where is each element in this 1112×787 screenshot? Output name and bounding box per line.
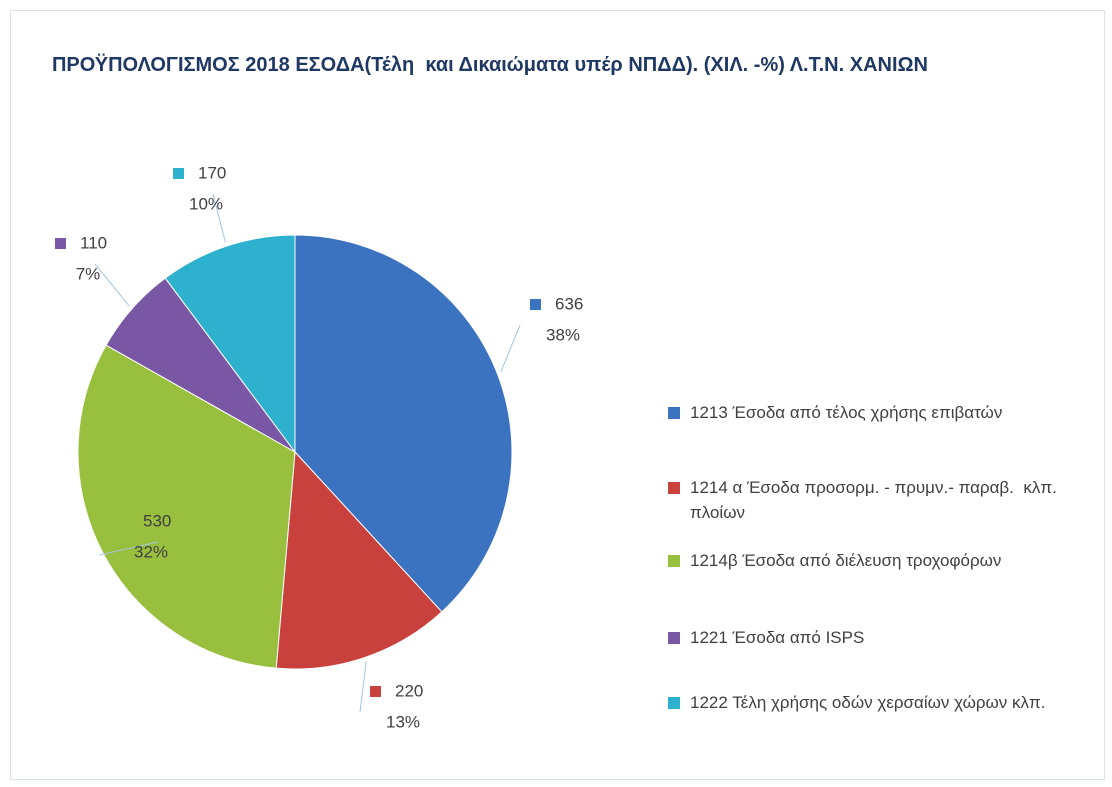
legend-label: 1214 α Έσοδα προσορμ. - πρυμν.- παραβ. κ… bbox=[690, 478, 1062, 522]
legend-label: 1213 Έσοδα από τέλος χρήσης επιβατών bbox=[690, 403, 1003, 422]
legend-item: 1221 Έσοδα από ISPS bbox=[668, 625, 1090, 650]
percent-label: 10% bbox=[189, 194, 223, 213]
percent-label: 38% bbox=[546, 325, 580, 344]
value-label: 110 bbox=[80, 233, 107, 252]
legend-swatch bbox=[668, 407, 680, 419]
label-marker bbox=[530, 299, 541, 310]
value-label: 170 bbox=[198, 163, 226, 182]
label-marker bbox=[370, 686, 381, 697]
pie-slice bbox=[164, 234, 296, 454]
label-marker bbox=[55, 238, 66, 249]
pie-slice bbox=[77, 344, 296, 669]
legend-swatch bbox=[668, 632, 680, 644]
label-marker bbox=[173, 168, 184, 179]
leader-line bbox=[212, 193, 226, 243]
label-marker bbox=[118, 516, 129, 527]
leader-line bbox=[359, 661, 367, 713]
chart-title: ΠΡΟΫΠΟΛΟΓΙΣΜΟΣ 2018 ΕΣΟΔΑ(Τέλη και Δικαι… bbox=[51, 54, 928, 76]
pie-slice bbox=[294, 234, 513, 613]
chart-frame bbox=[10, 10, 1105, 780]
leader-line bbox=[99, 541, 159, 556]
leader-line bbox=[500, 324, 521, 372]
legend-swatch bbox=[668, 482, 680, 494]
legend-item: 1213 Έσοδα από τέλος χρήσης επιβατών bbox=[668, 400, 1090, 425]
value-label: 636 bbox=[555, 294, 583, 313]
pie-slice bbox=[275, 450, 443, 670]
legend-label: 1214β Έσοδα από διέλευση τροχοφόρων bbox=[690, 551, 1002, 570]
legend-item: 1222 Τέλη χρήσης οδών χερσαίων χώρων κλπ… bbox=[668, 690, 1090, 715]
percent-label: 7% bbox=[76, 264, 101, 283]
legend-swatch bbox=[668, 697, 680, 709]
legend-label: 1222 Τέλη χρήσης οδών χερσαίων χώρων κλπ… bbox=[690, 693, 1046, 712]
legend-label: 1221 Έσοδα από ISPS bbox=[690, 628, 865, 647]
legend-swatch bbox=[668, 555, 680, 567]
legend-item: 1214 α Έσοδα προσορμ. - πρυμν.- παραβ. κ… bbox=[668, 475, 1090, 525]
value-label: 530 bbox=[143, 511, 171, 530]
leader-line bbox=[94, 263, 130, 307]
legend-item: 1214β Έσοδα από διέλευση τροχοφόρων bbox=[668, 548, 1090, 573]
percent-label: 13% bbox=[386, 712, 420, 731]
percent-label: 32% bbox=[134, 542, 168, 561]
value-label: 220 bbox=[395, 681, 423, 700]
